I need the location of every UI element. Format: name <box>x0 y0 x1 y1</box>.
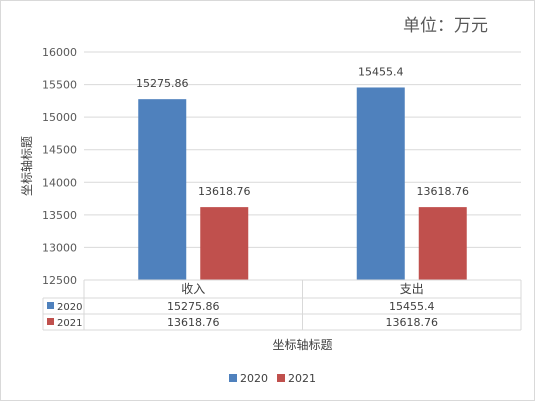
bar-2020-1 <box>356 87 405 280</box>
y-tick-label: 15500 <box>42 79 77 92</box>
data-label: 13618.76 <box>198 185 251 198</box>
table-cell: 13618.76 <box>386 316 439 329</box>
y-axis-title: 坐标轴标题 <box>19 136 34 196</box>
y-tick-label: 15000 <box>42 111 77 124</box>
table-cell: 15275.86 <box>167 300 220 313</box>
y-tick-label: 13000 <box>42 241 77 254</box>
data-label: 15455.4 <box>358 65 404 78</box>
data-label: 15275.86 <box>136 77 189 90</box>
y-tick-label: 13500 <box>42 209 77 222</box>
bar-2021-1 <box>418 207 467 280</box>
y-tick-label: 14000 <box>42 176 77 189</box>
legend-label: 2021 <box>288 372 316 385</box>
bar-2020-0 <box>138 99 187 280</box>
table-legend-key <box>47 318 54 325</box>
y-tick-label: 16000 <box>42 46 77 59</box>
table-legend-key <box>47 302 54 309</box>
table-series-name: 2020 <box>57 302 82 313</box>
category-label: 收入 <box>181 282 205 296</box>
x-axis-title: 坐标轴标题 <box>272 337 332 352</box>
table-cell: 13618.76 <box>167 316 220 329</box>
legend-key <box>229 374 237 382</box>
data-label: 13618.76 <box>417 185 470 198</box>
table-cell: 15455.4 <box>389 300 435 313</box>
legend-key <box>277 374 285 382</box>
y-tick-label: 14500 <box>42 144 77 157</box>
category-label: 支出 <box>400 282 424 296</box>
table-series-name: 2021 <box>57 318 82 329</box>
bar-2021-0 <box>200 207 249 280</box>
legend-label: 2020 <box>240 372 268 385</box>
unit-label: 单位：万元 <box>403 16 488 36</box>
y-tick-label: 12500 <box>42 274 77 287</box>
